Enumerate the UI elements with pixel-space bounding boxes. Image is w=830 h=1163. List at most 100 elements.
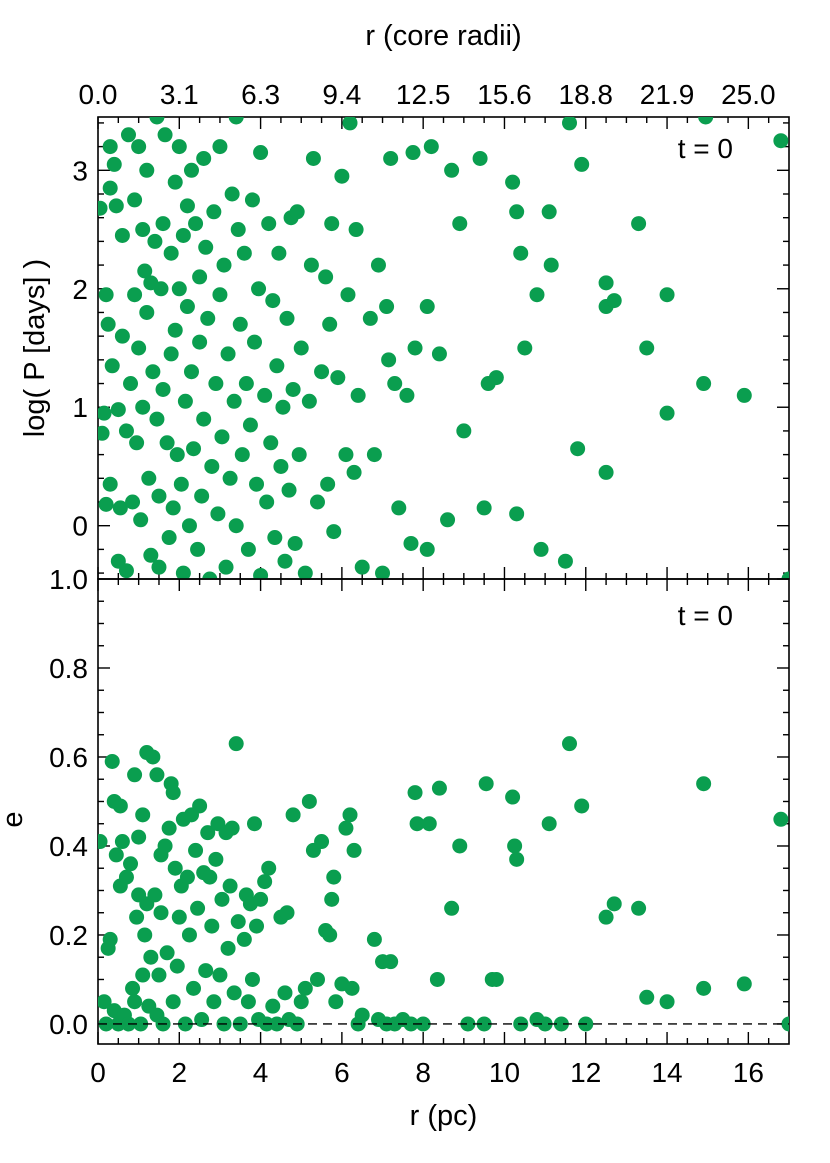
top-data-point bbox=[151, 559, 167, 575]
bottom-data-point bbox=[137, 927, 153, 943]
top-data-point bbox=[291, 447, 307, 463]
top-data-point bbox=[216, 257, 232, 273]
top-data-point bbox=[253, 567, 269, 579]
top-data-point bbox=[153, 281, 169, 297]
top-data-point bbox=[570, 441, 586, 457]
top-data-point bbox=[98, 287, 114, 303]
top-panel-annotation: t = 0 bbox=[678, 133, 733, 164]
top-points bbox=[98, 117, 789, 579]
top-data-point bbox=[257, 387, 273, 403]
bottom-data-point bbox=[261, 860, 277, 876]
top-data-point bbox=[106, 156, 122, 172]
top-data-point bbox=[253, 145, 269, 161]
bottom-x-tick-label: 2 bbox=[172, 1057, 188, 1088]
top-data-point bbox=[208, 376, 224, 392]
bottom-data-point bbox=[200, 825, 216, 841]
bottom-data-point bbox=[244, 971, 260, 987]
top-data-point bbox=[259, 494, 275, 510]
bottom-data-point bbox=[147, 887, 163, 903]
bottom-data-point bbox=[228, 736, 244, 752]
top-data-point bbox=[120, 127, 136, 143]
top-data-point bbox=[383, 150, 399, 166]
bottom-data-point bbox=[135, 807, 151, 823]
bottom-data-point bbox=[212, 967, 228, 983]
bottom-data-point bbox=[102, 931, 118, 947]
top-data-point bbox=[350, 387, 366, 403]
top-data-point bbox=[346, 464, 362, 480]
bottom-data-point bbox=[354, 1007, 370, 1023]
bottom-data-point bbox=[131, 829, 147, 845]
top-x-tick-label: 25.0 bbox=[721, 79, 776, 110]
bottom-x-tick-label: 4 bbox=[253, 1057, 269, 1088]
top-data-point bbox=[246, 334, 262, 350]
top-data-point bbox=[98, 496, 114, 512]
bottom-data-point bbox=[114, 834, 130, 850]
top-data-point bbox=[163, 245, 179, 261]
top-data-point bbox=[696, 376, 712, 392]
bottom-data-point bbox=[366, 931, 382, 947]
top-data-point bbox=[161, 530, 177, 546]
top-data-point bbox=[562, 117, 578, 131]
top-data-point bbox=[342, 117, 358, 131]
top-data-point bbox=[509, 204, 525, 220]
top-data-point bbox=[431, 346, 447, 362]
top-data-point bbox=[293, 340, 309, 356]
top-data-point bbox=[129, 435, 145, 451]
bottom-data-point bbox=[631, 900, 647, 916]
top-data-point bbox=[362, 310, 378, 326]
bottom-data-point bbox=[208, 851, 224, 867]
bottom-data-point bbox=[314, 834, 330, 850]
top-data-point bbox=[194, 488, 210, 504]
top-data-point bbox=[529, 287, 545, 303]
bottom-data-point bbox=[257, 874, 273, 890]
bottom-data-point bbox=[338, 820, 354, 836]
top-data-point bbox=[476, 500, 492, 516]
top-data-point bbox=[509, 506, 525, 522]
bottom-data-point bbox=[179, 869, 195, 885]
bottom-data-point bbox=[606, 896, 622, 912]
top-data-point bbox=[200, 310, 216, 326]
top-data-point bbox=[698, 117, 714, 125]
top-data-point bbox=[736, 387, 752, 403]
top-data-point bbox=[287, 535, 303, 551]
top-data-point bbox=[659, 287, 675, 303]
bottom-data-point bbox=[421, 816, 437, 832]
top-data-point bbox=[171, 281, 187, 297]
bottom-data-point bbox=[488, 971, 504, 987]
top-data-point bbox=[334, 168, 350, 184]
bottom-data-point bbox=[562, 736, 578, 752]
top-data-point bbox=[366, 447, 382, 463]
top-data-point bbox=[137, 263, 153, 279]
bottom-data-point bbox=[285, 807, 301, 823]
bottom-data-point bbox=[659, 994, 675, 1010]
bottom-data-point bbox=[541, 816, 557, 832]
top-data-point bbox=[249, 476, 265, 492]
bottom-data-point bbox=[127, 767, 143, 783]
top-data-point bbox=[125, 494, 141, 510]
bottom-data-point bbox=[346, 842, 362, 858]
top-data-point bbox=[224, 186, 240, 202]
bottom-data-point bbox=[98, 834, 108, 850]
bottom-data-point bbox=[415, 1016, 431, 1032]
bottom-data-point bbox=[181, 927, 197, 943]
top-data-point bbox=[226, 393, 242, 409]
top-data-point bbox=[375, 565, 391, 579]
bottom-data-point bbox=[537, 1016, 553, 1032]
top-y-tick-label: 2 bbox=[72, 274, 88, 305]
top-data-point bbox=[639, 340, 655, 356]
top-data-point bbox=[574, 156, 590, 172]
bottom-data-point bbox=[171, 909, 187, 925]
bottom-data-point bbox=[781, 1016, 789, 1032]
top-y-tick-label: 1 bbox=[72, 392, 88, 423]
bottom-data-point bbox=[167, 860, 183, 876]
bottom-data-point bbox=[127, 994, 143, 1010]
top-data-point bbox=[773, 133, 789, 149]
top-data-point bbox=[405, 145, 421, 161]
top-data-point bbox=[173, 476, 189, 492]
top-data-point bbox=[606, 293, 622, 309]
top-data-point bbox=[230, 222, 246, 238]
bottom-data-point bbox=[322, 927, 338, 943]
bottom-y-tick-label: 0.2 bbox=[49, 920, 88, 951]
top-data-point bbox=[135, 222, 151, 238]
top-data-point bbox=[139, 162, 155, 178]
